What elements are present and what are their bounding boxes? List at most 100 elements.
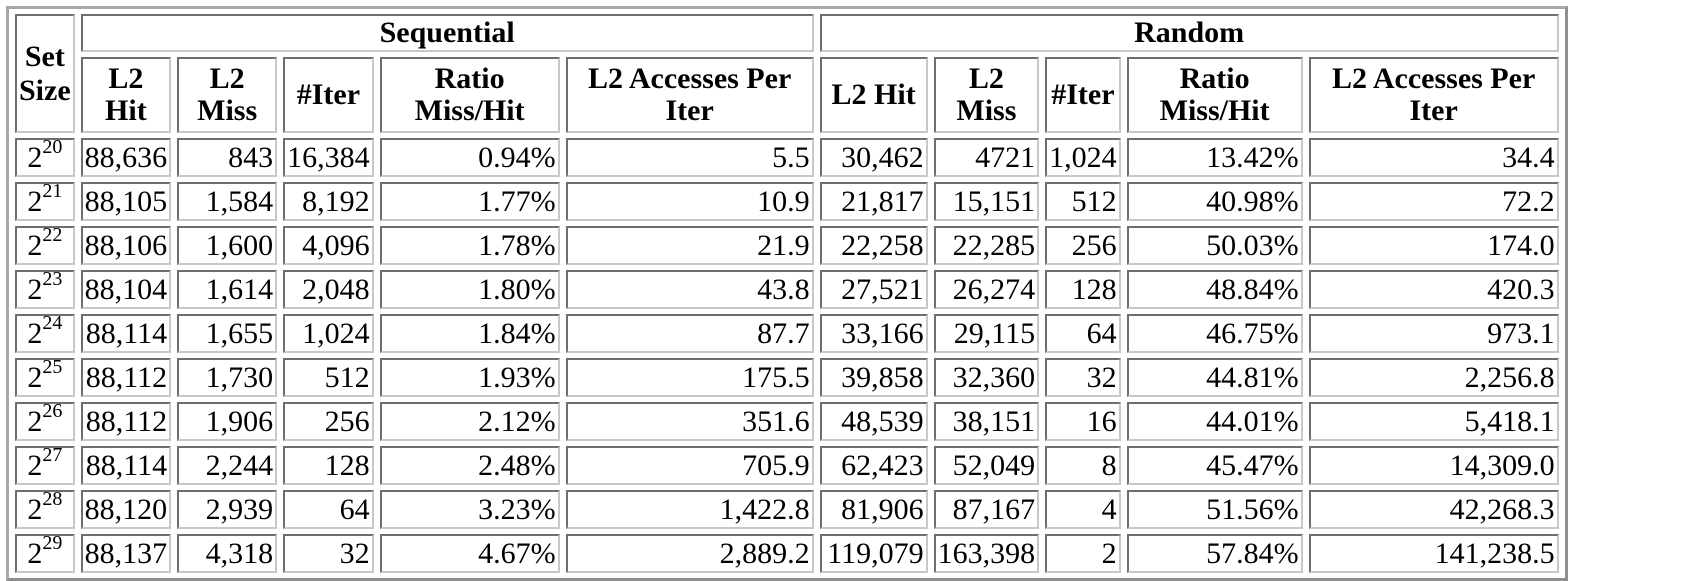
table-row: 228 88,120 2,939 64 3.23% 1,422.8 81,906 87,167…	[15, 487, 1559, 529]
rand-accesses-cell: 14,309.0	[1308, 446, 1559, 485]
rand-l2-hit-cell: 30,462	[819, 138, 928, 177]
seq-l2-hit-cell: 88,106	[80, 226, 172, 265]
seq-iter-cell: 32	[283, 534, 374, 573]
column-header-row: L2 Hit L2 Miss #Iter Ratio Miss/Hit L2 A…	[15, 57, 1559, 133]
seq-l2-hit-cell: 88,105	[80, 182, 172, 221]
seq-l2-miss-cell: 1,584	[177, 182, 278, 221]
seq-iter-cell: 2,048	[283, 270, 374, 309]
rand-l2-miss-cell: 163,398	[933, 534, 1040, 573]
seq-iter-header: #Iter	[283, 57, 374, 133]
rand-l2-miss-cell: 52,049	[933, 446, 1040, 485]
rand-l2-miss-cell: 15,151	[933, 182, 1040, 221]
seq-l2-hit-cell: 88,114	[80, 446, 172, 485]
seq-accesses-cell: 87.7	[565, 314, 814, 353]
set-size-cell: 223	[15, 267, 75, 309]
seq-accesses-header: L2 Accesses Per Iter	[565, 57, 814, 133]
rand-iter-cell: 16	[1045, 402, 1121, 441]
rand-ratio-cell: 57.84%	[1126, 534, 1303, 573]
rand-iter-cell: 8	[1045, 446, 1121, 485]
rand-l2-miss-cell: 26,274	[933, 270, 1040, 309]
set-size-exponent: 29	[42, 531, 63, 554]
rand-iter-cell: 4	[1045, 490, 1121, 529]
set-size-exponent: 25	[42, 355, 63, 378]
rand-ratio-cell: 51.56%	[1126, 490, 1303, 529]
seq-l2-hit-cell: 88,114	[80, 314, 172, 353]
rand-iter-cell: 64	[1045, 314, 1121, 353]
rand-accesses-cell: 973.1	[1308, 314, 1559, 353]
rand-ratio-header: Ratio Miss/Hit	[1126, 57, 1303, 133]
rand-iter-cell: 512	[1045, 182, 1121, 221]
rand-l2-hit-cell: 21,817	[819, 182, 928, 221]
seq-l2-miss-cell: 2,939	[177, 490, 278, 529]
seq-ratio-cell: 4.67%	[379, 534, 560, 573]
sequential-group-header: Sequential	[80, 14, 814, 52]
set-size-base: 2	[27, 536, 43, 570]
random-group-header: Random	[819, 14, 1559, 52]
seq-accesses-cell: 21.9	[565, 226, 814, 265]
seq-l2-miss-cell: 1,614	[177, 270, 278, 309]
seq-l2-miss-cell: 4,318	[177, 534, 278, 573]
set-size-exponent: 23	[42, 267, 63, 290]
rand-accesses-cell: 141,238.5	[1308, 534, 1559, 573]
seq-ratio-cell: 1.80%	[379, 270, 560, 309]
seq-iter-cell: 128	[283, 446, 374, 485]
seq-iter-cell: 256	[283, 402, 374, 441]
set-size-cell: 228	[15, 487, 75, 529]
table-container: Set Size Sequential Random L2 Hit L2 Mis…	[6, 6, 1568, 581]
seq-iter-cell: 8,192	[283, 182, 374, 221]
seq-iter-cell: 1,024	[283, 314, 374, 353]
seq-iter-cell: 4,096	[283, 226, 374, 265]
seq-l2-hit-cell: 88,112	[80, 358, 172, 397]
table-row: 221 88,105 1,584 8,192 1.77% 10.9 21,817 15,151…	[15, 179, 1559, 221]
set-size-base: 2	[27, 184, 43, 218]
cache-results-table: Set Size Sequential Random L2 Hit L2 Mis…	[6, 6, 1568, 581]
rand-l2-hit-cell: 22,258	[819, 226, 928, 265]
set-size-exponent: 24	[42, 311, 63, 334]
rand-iter-cell: 32	[1045, 358, 1121, 397]
rand-ratio-cell: 44.01%	[1126, 402, 1303, 441]
seq-ratio-cell: 1.77%	[379, 182, 560, 221]
set-size-base: 2	[27, 316, 43, 350]
rand-l2-hit-header: L2 Hit	[819, 57, 928, 133]
seq-l2-hit-header: L2 Hit	[80, 57, 172, 133]
seq-l2-miss-cell: 1,906	[177, 402, 278, 441]
seq-ratio-cell: 2.12%	[379, 402, 560, 441]
rand-l2-hit-cell: 81,906	[819, 490, 928, 529]
seq-ratio-cell: 0.94%	[379, 138, 560, 177]
rand-ratio-cell: 46.75%	[1126, 314, 1303, 353]
set-size-cell: 229	[15, 531, 75, 573]
rand-l2-hit-cell: 119,079	[819, 534, 928, 573]
seq-l2-miss-cell: 2,244	[177, 446, 278, 485]
seq-iter-cell: 512	[283, 358, 374, 397]
rand-l2-miss-cell: 22,285	[933, 226, 1040, 265]
seq-l2-hit-cell: 88,636	[80, 138, 172, 177]
rand-iter-cell: 256	[1045, 226, 1121, 265]
set-size-cell: 227	[15, 445, 75, 485]
rand-ratio-cell: 44.81%	[1126, 358, 1303, 397]
seq-ratio-cell: 1.84%	[379, 314, 560, 353]
rand-l2-miss-cell: 87,167	[933, 490, 1040, 529]
seq-ratio-cell: 1.93%	[379, 358, 560, 397]
seq-accesses-cell: 10.9	[565, 182, 814, 221]
rand-ratio-cell: 45.47%	[1126, 446, 1303, 485]
seq-ratio-header: Ratio Miss/Hit	[379, 57, 560, 133]
rand-iter-header: #Iter	[1045, 57, 1121, 133]
seq-accesses-cell: 5.5	[565, 138, 814, 177]
rand-l2-miss-cell: 4721	[933, 138, 1040, 177]
table-row: 223 88,104 1,614 2,048 1.80% 43.8 27,521 26,274…	[15, 267, 1559, 309]
seq-accesses-cell: 351.6	[565, 402, 814, 441]
rand-l2-hit-cell: 27,521	[819, 270, 928, 309]
set-size-exponent: 26	[42, 399, 63, 422]
table-row: 227 88,114 2,244 128 2.48% 705.9 62,423 52,049 8…	[15, 445, 1559, 485]
rand-accesses-cell: 5,418.1	[1308, 402, 1559, 441]
seq-l2-hit-cell: 88,137	[80, 534, 172, 573]
rand-iter-cell: 2	[1045, 534, 1121, 573]
rand-l2-miss-header: L2 Miss	[933, 57, 1040, 133]
set-size-exponent: 21	[42, 179, 63, 202]
set-size-cell: 224	[15, 311, 75, 353]
set-size-header: Set Size	[15, 14, 75, 133]
set-size-exponent: 28	[42, 487, 63, 510]
rand-accesses-cell: 72.2	[1308, 182, 1559, 221]
table-row: 224 88,114 1,655 1,024 1.84% 87.7 33,166 29,115…	[15, 311, 1559, 353]
rand-l2-hit-cell: 39,858	[819, 358, 928, 397]
